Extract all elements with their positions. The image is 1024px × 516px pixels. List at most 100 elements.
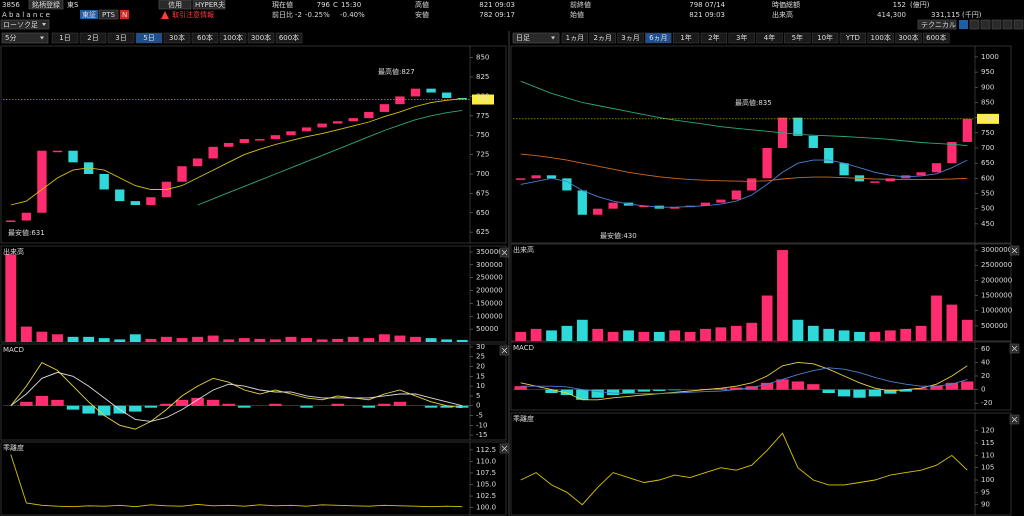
range-button[interactable] <box>645 32 672 44</box>
volume-bar <box>915 325 927 341</box>
range-button[interactable] <box>672 32 700 44</box>
candle <box>317 123 327 128</box>
technical-button[interactable] <box>917 19 957 30</box>
range-button[interactable] <box>867 32 894 44</box>
y-tick-label: 30 <box>476 343 485 351</box>
interval-select[interactable] <box>1 32 49 44</box>
tool-icon[interactable] <box>980 19 991 30</box>
range-button[interactable] <box>589 32 616 44</box>
chart-style[interactable]: ローソク足 <box>3 21 38 29</box>
high-annotation: 最高値:827 <box>378 67 415 76</box>
range-label[interactable]: 60本 <box>197 33 213 42</box>
y-tick-label: 20 <box>476 363 485 371</box>
panel-frame <box>510 412 1012 516</box>
register-button[interactable] <box>28 0 64 10</box>
news-button[interactable] <box>120 10 129 19</box>
candle <box>6 220 16 223</box>
exchange-button[interactable] <box>80 10 98 19</box>
volume-bar <box>145 338 157 342</box>
interval-select[interactable] <box>512 32 560 44</box>
range-label[interactable]: 3年 <box>736 33 747 42</box>
range-button[interactable] <box>839 32 867 44</box>
open-label: 始値 <box>570 10 584 19</box>
range-button[interactable] <box>923 32 950 44</box>
volume-bar <box>332 338 344 342</box>
technical[interactable]: テクニカル <box>921 21 956 29</box>
high-label: 高値 <box>415 0 429 9</box>
range-label[interactable]: 30本 <box>169 33 185 42</box>
margin-button[interactable] <box>158 0 192 10</box>
tool-icon[interactable] <box>969 19 980 30</box>
volume-bar <box>761 295 773 341</box>
price: 796 <box>317 1 331 9</box>
range-label[interactable]: 5日 <box>143 34 154 42</box>
range-label[interactable]: 2日 <box>87 34 98 42</box>
candle <box>21 212 32 221</box>
y-tick-label: 600 <box>981 174 994 182</box>
range-label[interactable]: 300本 <box>251 33 271 42</box>
register-label[interactable]: 銘柄登録 <box>32 0 60 9</box>
tool-icon[interactable] <box>959 20 968 29</box>
candle <box>99 173 109 190</box>
low-label: 安値 <box>415 10 429 19</box>
range-button[interactable] <box>728 32 755 44</box>
candle <box>192 158 203 167</box>
candle <box>593 208 603 215</box>
range-label[interactable]: 600本 <box>279 33 299 42</box>
tool-icon[interactable] <box>1002 19 1013 30</box>
range-label[interactable]: 3日 <box>115 34 126 42</box>
range-button[interactable] <box>163 32 191 44</box>
range-label[interactable]: 4年 <box>764 33 775 42</box>
range-label[interactable]: 1ヵ月 <box>566 34 584 42</box>
range-button[interactable] <box>784 32 811 44</box>
indicator-line <box>520 367 968 395</box>
tool-icon[interactable] <box>991 19 1002 30</box>
candle <box>793 117 803 136</box>
range-button[interactable] <box>895 32 922 44</box>
news-label[interactable]: N <box>122 11 127 19</box>
range-button[interactable] <box>135 32 163 44</box>
range-button[interactable] <box>700 32 728 44</box>
y-tick-label: 775 <box>476 112 489 120</box>
y-tick-label: 105 <box>981 464 994 472</box>
range-button[interactable] <box>191 32 219 44</box>
hyper-label[interactable]: HYPER夫 <box>195 0 225 9</box>
histogram-bar <box>668 389 681 391</box>
range-button[interactable] <box>219 32 247 44</box>
tool-icon[interactable] <box>1013 19 1024 30</box>
range-button[interactable] <box>561 32 589 44</box>
range-label[interactable]: YTD <box>845 34 860 42</box>
range-button[interactable] <box>79 32 107 44</box>
range-button[interactable] <box>617 32 644 44</box>
range-label[interactable]: 100本 <box>223 33 243 42</box>
exchange-label[interactable]: 東証 <box>82 10 96 19</box>
range-button[interactable] <box>247 32 275 44</box>
range-label[interactable]: 1日 <box>59 34 70 42</box>
hyper-button[interactable] <box>192 0 226 10</box>
histogram-bar <box>424 405 438 408</box>
range-label[interactable]: 2年 <box>708 33 719 42</box>
volume-bar <box>20 326 32 342</box>
range-label[interactable]: 1年 <box>680 33 691 42</box>
volume-bar <box>669 330 681 341</box>
range-label[interactable]: 100本 <box>871 33 891 42</box>
range-button[interactable] <box>51 32 79 44</box>
range-label[interactable]: 2ヵ月 <box>593 34 611 42</box>
range-label[interactable]: 5年 <box>792 33 803 42</box>
range-button[interactable] <box>756 32 783 44</box>
margin-label[interactable]: 信用 <box>168 0 182 9</box>
range-button[interactable] <box>811 32 839 44</box>
interval[interactable]: 日足 <box>516 34 530 42</box>
range-label[interactable]: 3ヵ月 <box>621 34 639 42</box>
range-button[interactable] <box>275 32 303 44</box>
chart-style-select[interactable] <box>0 19 50 30</box>
pts-label[interactable]: PTS <box>102 11 115 19</box>
range-label[interactable]: 600本 <box>926 33 946 42</box>
range-label[interactable]: 6ヵ月 <box>649 34 667 42</box>
pts-button[interactable] <box>98 9 119 20</box>
range-label[interactable]: 300本 <box>898 33 918 42</box>
candle <box>716 199 726 203</box>
range-button[interactable] <box>107 32 135 44</box>
range-label[interactable]: 10年 <box>817 33 833 42</box>
interval[interactable]: 5分 <box>5 33 16 42</box>
